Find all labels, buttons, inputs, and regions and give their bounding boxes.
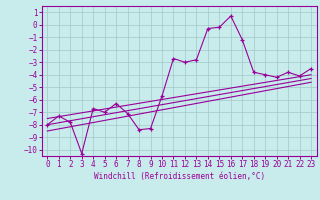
X-axis label: Windchill (Refroidissement éolien,°C): Windchill (Refroidissement éolien,°C) [94,172,265,181]
